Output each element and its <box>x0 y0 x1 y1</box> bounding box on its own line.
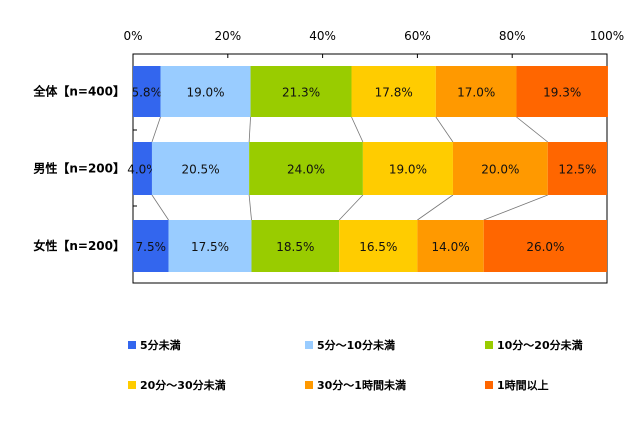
bar-segment <box>483 220 607 272</box>
legend-swatch <box>305 381 313 389</box>
data-label: 14.0% <box>432 240 470 254</box>
bar-segment <box>168 220 252 272</box>
data-label: 19.0% <box>186 86 224 100</box>
data-label: 12.5% <box>558 163 596 177</box>
legend-swatch <box>485 381 493 389</box>
legend-label: 5分～10分未満 <box>317 338 395 352</box>
bar-segment <box>435 66 517 117</box>
bar-segment <box>249 142 363 195</box>
category-label: 女性【n=200】 <box>33 238 125 253</box>
data-label: 17.8% <box>375 86 413 100</box>
bar-segment <box>516 66 608 117</box>
series-line <box>516 116 548 143</box>
legend-swatch <box>128 381 136 389</box>
data-label: 18.5% <box>276 240 314 254</box>
series-line <box>151 194 169 221</box>
data-label: 7.5% <box>136 240 167 254</box>
bar-segment <box>151 142 250 195</box>
legend-swatch <box>305 341 313 349</box>
series-line <box>248 194 252 221</box>
bar-segment <box>351 66 436 117</box>
bar-segment <box>133 66 161 117</box>
legend-label: 5分未満 <box>140 338 181 352</box>
series-line <box>417 194 454 221</box>
series-line <box>351 116 364 143</box>
x-tick-label: 60% <box>404 29 431 43</box>
x-tick-label: 40% <box>309 29 336 43</box>
legend-label: 20分～30分未満 <box>140 378 226 392</box>
bar-segment <box>160 66 251 117</box>
bar-segment <box>362 142 453 195</box>
series-line <box>151 116 161 143</box>
data-label: 19.3% <box>543 86 581 100</box>
data-label: 24.0% <box>287 163 325 177</box>
x-tick-label: 20% <box>214 29 241 43</box>
bar-segment <box>452 142 548 195</box>
legend-label: 1時間以上 <box>497 378 549 392</box>
bar-segment <box>133 220 169 272</box>
bar-segment <box>250 66 352 117</box>
data-label: 16.5% <box>359 240 397 254</box>
data-label: 26.0% <box>526 240 564 254</box>
legend-swatch <box>128 341 136 349</box>
x-tick-label: 0% <box>123 29 142 43</box>
data-label: 19.0% <box>389 163 427 177</box>
legend-label: 30分～1時間未満 <box>317 378 406 392</box>
legend-swatch <box>485 341 493 349</box>
series-line <box>248 116 251 143</box>
data-label: 5.8% <box>131 86 162 100</box>
data-label: 20.5% <box>181 163 219 177</box>
data-label: 17.5% <box>191 240 229 254</box>
data-label: 4.0% <box>127 163 158 177</box>
category-label: 全体【n=400】 <box>32 84 125 99</box>
category-label: 男性【n=200】 <box>33 161 125 176</box>
bar-segment <box>251 220 340 272</box>
bar-segment <box>547 142 607 195</box>
legend-label: 10分～20分未満 <box>497 338 583 352</box>
bar-segment <box>133 142 152 195</box>
bar-segment <box>417 220 484 272</box>
data-label: 20.0% <box>481 163 519 177</box>
data-label: 21.3% <box>282 86 320 100</box>
data-label: 17.0% <box>457 86 495 100</box>
bar-segment <box>339 220 418 272</box>
x-tick-label: 80% <box>499 29 526 43</box>
series-line <box>435 116 454 143</box>
series-line <box>483 194 548 221</box>
series-line <box>338 194 364 221</box>
x-tick-label: 100% <box>590 29 624 43</box>
